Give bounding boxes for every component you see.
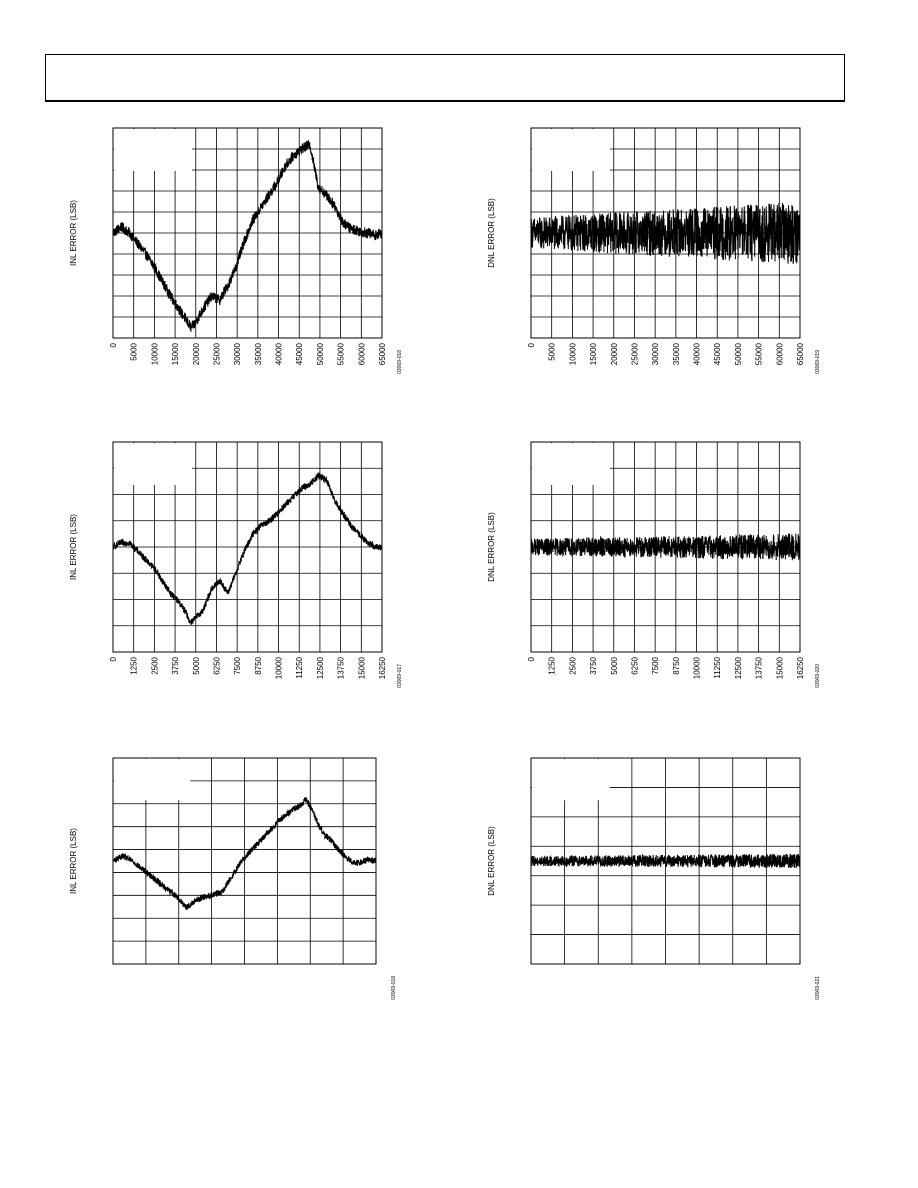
legend-area (532, 759, 611, 801)
x-tick-label: 60000 (357, 342, 366, 365)
series-line (530, 533, 801, 561)
y-axis-label: INL ERROR (LSB) (69, 200, 78, 266)
legend-area (532, 129, 611, 171)
series-line (112, 797, 377, 910)
chart-inl-16384: INL ERROR (LSB) 0 1250 2500 3750 5000 6250 7500… (69, 441, 403, 688)
x-tick-label: 11250 (713, 656, 722, 678)
x-tick-label: 6250 (630, 656, 639, 674)
x-tick-label: 13750 (337, 656, 346, 679)
x-tick-label: 16250 (796, 656, 805, 679)
x-tick-label: 6250 (212, 656, 221, 674)
legend-area (114, 129, 193, 171)
chart-dnl-16384: DNL ERROR (LSB) 0 1250 2500 3750 5000 6250 7500… (487, 441, 821, 688)
x-tick-label: 3750 (171, 656, 180, 674)
x-tick-label: 25000 (630, 342, 639, 365)
y-axis-label: DNL ERROR (LSB) (487, 198, 496, 268)
x-tick-label: 11250 (295, 656, 304, 678)
x-tick-label: 12500 (316, 656, 325, 679)
x-tick-label: 55000 (337, 342, 346, 365)
legend-area (114, 443, 193, 485)
chart-panel-inl-4096: INL ERROR (LSB) 03069-018 (60, 748, 410, 1033)
x-tick-label: 3750 (589, 656, 598, 674)
x-tick-label: 20000 (192, 342, 201, 365)
x-tick-label: 15000 (171, 342, 180, 365)
x-tick-label: 5000 (192, 656, 201, 674)
x-tick-label: 40000 (693, 342, 702, 365)
legend-area (532, 443, 611, 485)
x-tick-label: 10000 (275, 656, 284, 679)
x-tick-label: 2500 (150, 656, 159, 674)
chart-inl-4096: INL ERROR (LSB) 03069-018 (69, 757, 397, 1000)
x-tick-label: 15000 (357, 656, 366, 679)
x-tick-label: 15000 (589, 342, 598, 365)
x-tick-label: 65000 (378, 342, 387, 365)
x-tick-label: 0 (527, 656, 536, 661)
figure-code: 03069-020 (815, 664, 821, 688)
x-tick-label: 50000 (734, 342, 743, 365)
x-tick-label: 35000 (254, 342, 263, 365)
x-tick-label: 0 (109, 656, 118, 661)
x-tick-label: 10000 (150, 342, 159, 365)
series-line (530, 853, 801, 869)
y-axis-label: INL ERROR (LSB) (69, 828, 78, 894)
chart-panel-dnl-65536: DNL ERROR (LSB) 0 5000 10000 15000 20000 25000… (478, 118, 828, 403)
x-tick-label: 13750 (755, 656, 764, 679)
x-tick-label: 8750 (254, 656, 263, 674)
x-tick-label: 65000 (796, 342, 805, 365)
x-tick-label: 2500 (568, 656, 577, 674)
x-tick-label: 1250 (548, 656, 557, 674)
series-line (112, 472, 383, 625)
figure-code: 03069-019 (815, 350, 821, 374)
page-header-box (45, 54, 845, 102)
x-tick-label: 55000 (755, 342, 764, 365)
x-tick-label: 20000 (610, 342, 619, 365)
chart-dnl-4096: DNL ERROR (LSB) 03069-021 (487, 757, 821, 1000)
figure-code: 03069-018 (397, 350, 403, 374)
figure-code: 03069-018 (391, 976, 397, 1000)
figure-code: 03069-021 (815, 976, 821, 1000)
x-tick-label: 35000 (672, 342, 681, 365)
x-tick-label: 45000 (295, 342, 304, 365)
chart-panel-inl-16384: INL ERROR (LSB) 0 1250 2500 3750 5000 6250 7500… (60, 432, 410, 717)
x-tick-label: 50000 (316, 342, 325, 365)
x-tick-label: 5000 (130, 342, 139, 360)
x-tick-label: 8750 (672, 656, 681, 674)
x-tick-label: 60000 (775, 342, 784, 365)
x-tick-label: 10000 (693, 656, 702, 679)
figure-code: 03069-017 (397, 664, 403, 688)
x-tick-label: 45000 (713, 342, 722, 365)
y-axis-label: DNL ERROR (LSB) (487, 826, 496, 896)
x-tick-label: 0 (527, 342, 536, 347)
x-tick-label: 25000 (212, 342, 221, 365)
chart-panel-dnl-16384: DNL ERROR (LSB) 0 1250 2500 3750 5000 6250 7500… (478, 432, 828, 717)
x-tick-label: 12500 (734, 656, 743, 679)
x-tick-label: 16250 (378, 656, 387, 679)
legend-area (114, 759, 191, 801)
x-tick-label: 30000 (651, 342, 660, 365)
x-tick-label: 7500 (651, 656, 660, 674)
x-tick-label: 5000 (548, 342, 557, 360)
x-tick-label: 30000 (233, 342, 242, 365)
series-line (530, 202, 801, 264)
x-tick-label: 1250 (130, 656, 139, 674)
y-axis-label: DNL ERROR (LSB) (487, 512, 496, 582)
x-tick-label: 5000 (610, 656, 619, 674)
chart-panel-dnl-4096: DNL ERROR (LSB) 03069-021 (478, 748, 828, 1033)
series-line (112, 140, 383, 332)
y-axis-label: INL ERROR (LSB) (69, 514, 78, 580)
chart-inl-65536: INL ERROR (LSB) 0 5000 10000 15000 20000 25000… (69, 127, 403, 374)
x-tick-label: 15000 (775, 656, 784, 679)
x-tick-label: 40000 (275, 342, 284, 365)
chart-panel-inl-65536: INL ERROR (LSB) 0 5000 10000 15000 20000 25000… (60, 118, 410, 403)
chart-dnl-65536: DNL ERROR (LSB) 0 5000 10000 15000 20000 25000… (487, 127, 821, 374)
x-tick-label: 0 (109, 342, 118, 347)
x-tick-label: 7500 (233, 656, 242, 674)
x-tick-label: 10000 (568, 342, 577, 365)
